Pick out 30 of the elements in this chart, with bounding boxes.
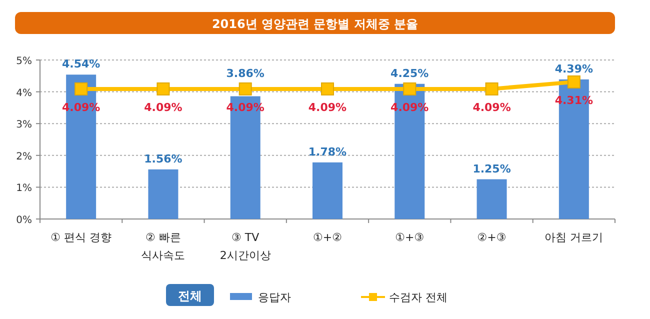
legend-label: 수검자 전체 xyxy=(389,291,448,304)
x-tick-label: ①+③ xyxy=(395,231,424,244)
y-tick-label: 2% xyxy=(16,151,32,162)
data-label: 4.09% xyxy=(472,100,511,114)
y-tick-label: 3% xyxy=(16,120,32,131)
data-label: 4.09% xyxy=(308,100,347,114)
data-label: 1.56% xyxy=(144,152,182,166)
legend-label: 응답자 xyxy=(258,291,291,304)
x-tick-label: 아침 거르기 xyxy=(544,231,604,244)
data-label: 4.39% xyxy=(554,62,594,76)
bar xyxy=(476,179,507,219)
x-tick-label: ① 편식 경향 xyxy=(50,231,112,244)
y-tick-label: 4% xyxy=(16,88,32,99)
y-tick-label: 0% xyxy=(16,215,32,226)
x-tick-label: ①+② xyxy=(313,231,342,244)
bar xyxy=(148,169,178,219)
data-label: 4.25% xyxy=(390,66,429,80)
data-label: 1.78% xyxy=(308,145,347,158)
y-tick-label: 5% xyxy=(16,56,32,67)
chart-title: 2016년 영양관련 문항별 저체중 분율 xyxy=(212,17,418,31)
data-label: 4.09% xyxy=(144,100,182,114)
data-label: 3.86% xyxy=(226,66,264,80)
x-tick-label: ② 빠른 식사속도 xyxy=(141,231,186,262)
x-tick-label: ③ TV 2시간이상 xyxy=(220,231,271,262)
bar xyxy=(312,162,342,219)
data-label: 1.25% xyxy=(472,162,511,176)
y-tick-label: 1% xyxy=(16,183,32,194)
x-tick-label: ②+③ xyxy=(477,231,506,244)
data-label: 4.54% xyxy=(62,58,100,71)
legend-title: 전체 xyxy=(178,289,202,303)
